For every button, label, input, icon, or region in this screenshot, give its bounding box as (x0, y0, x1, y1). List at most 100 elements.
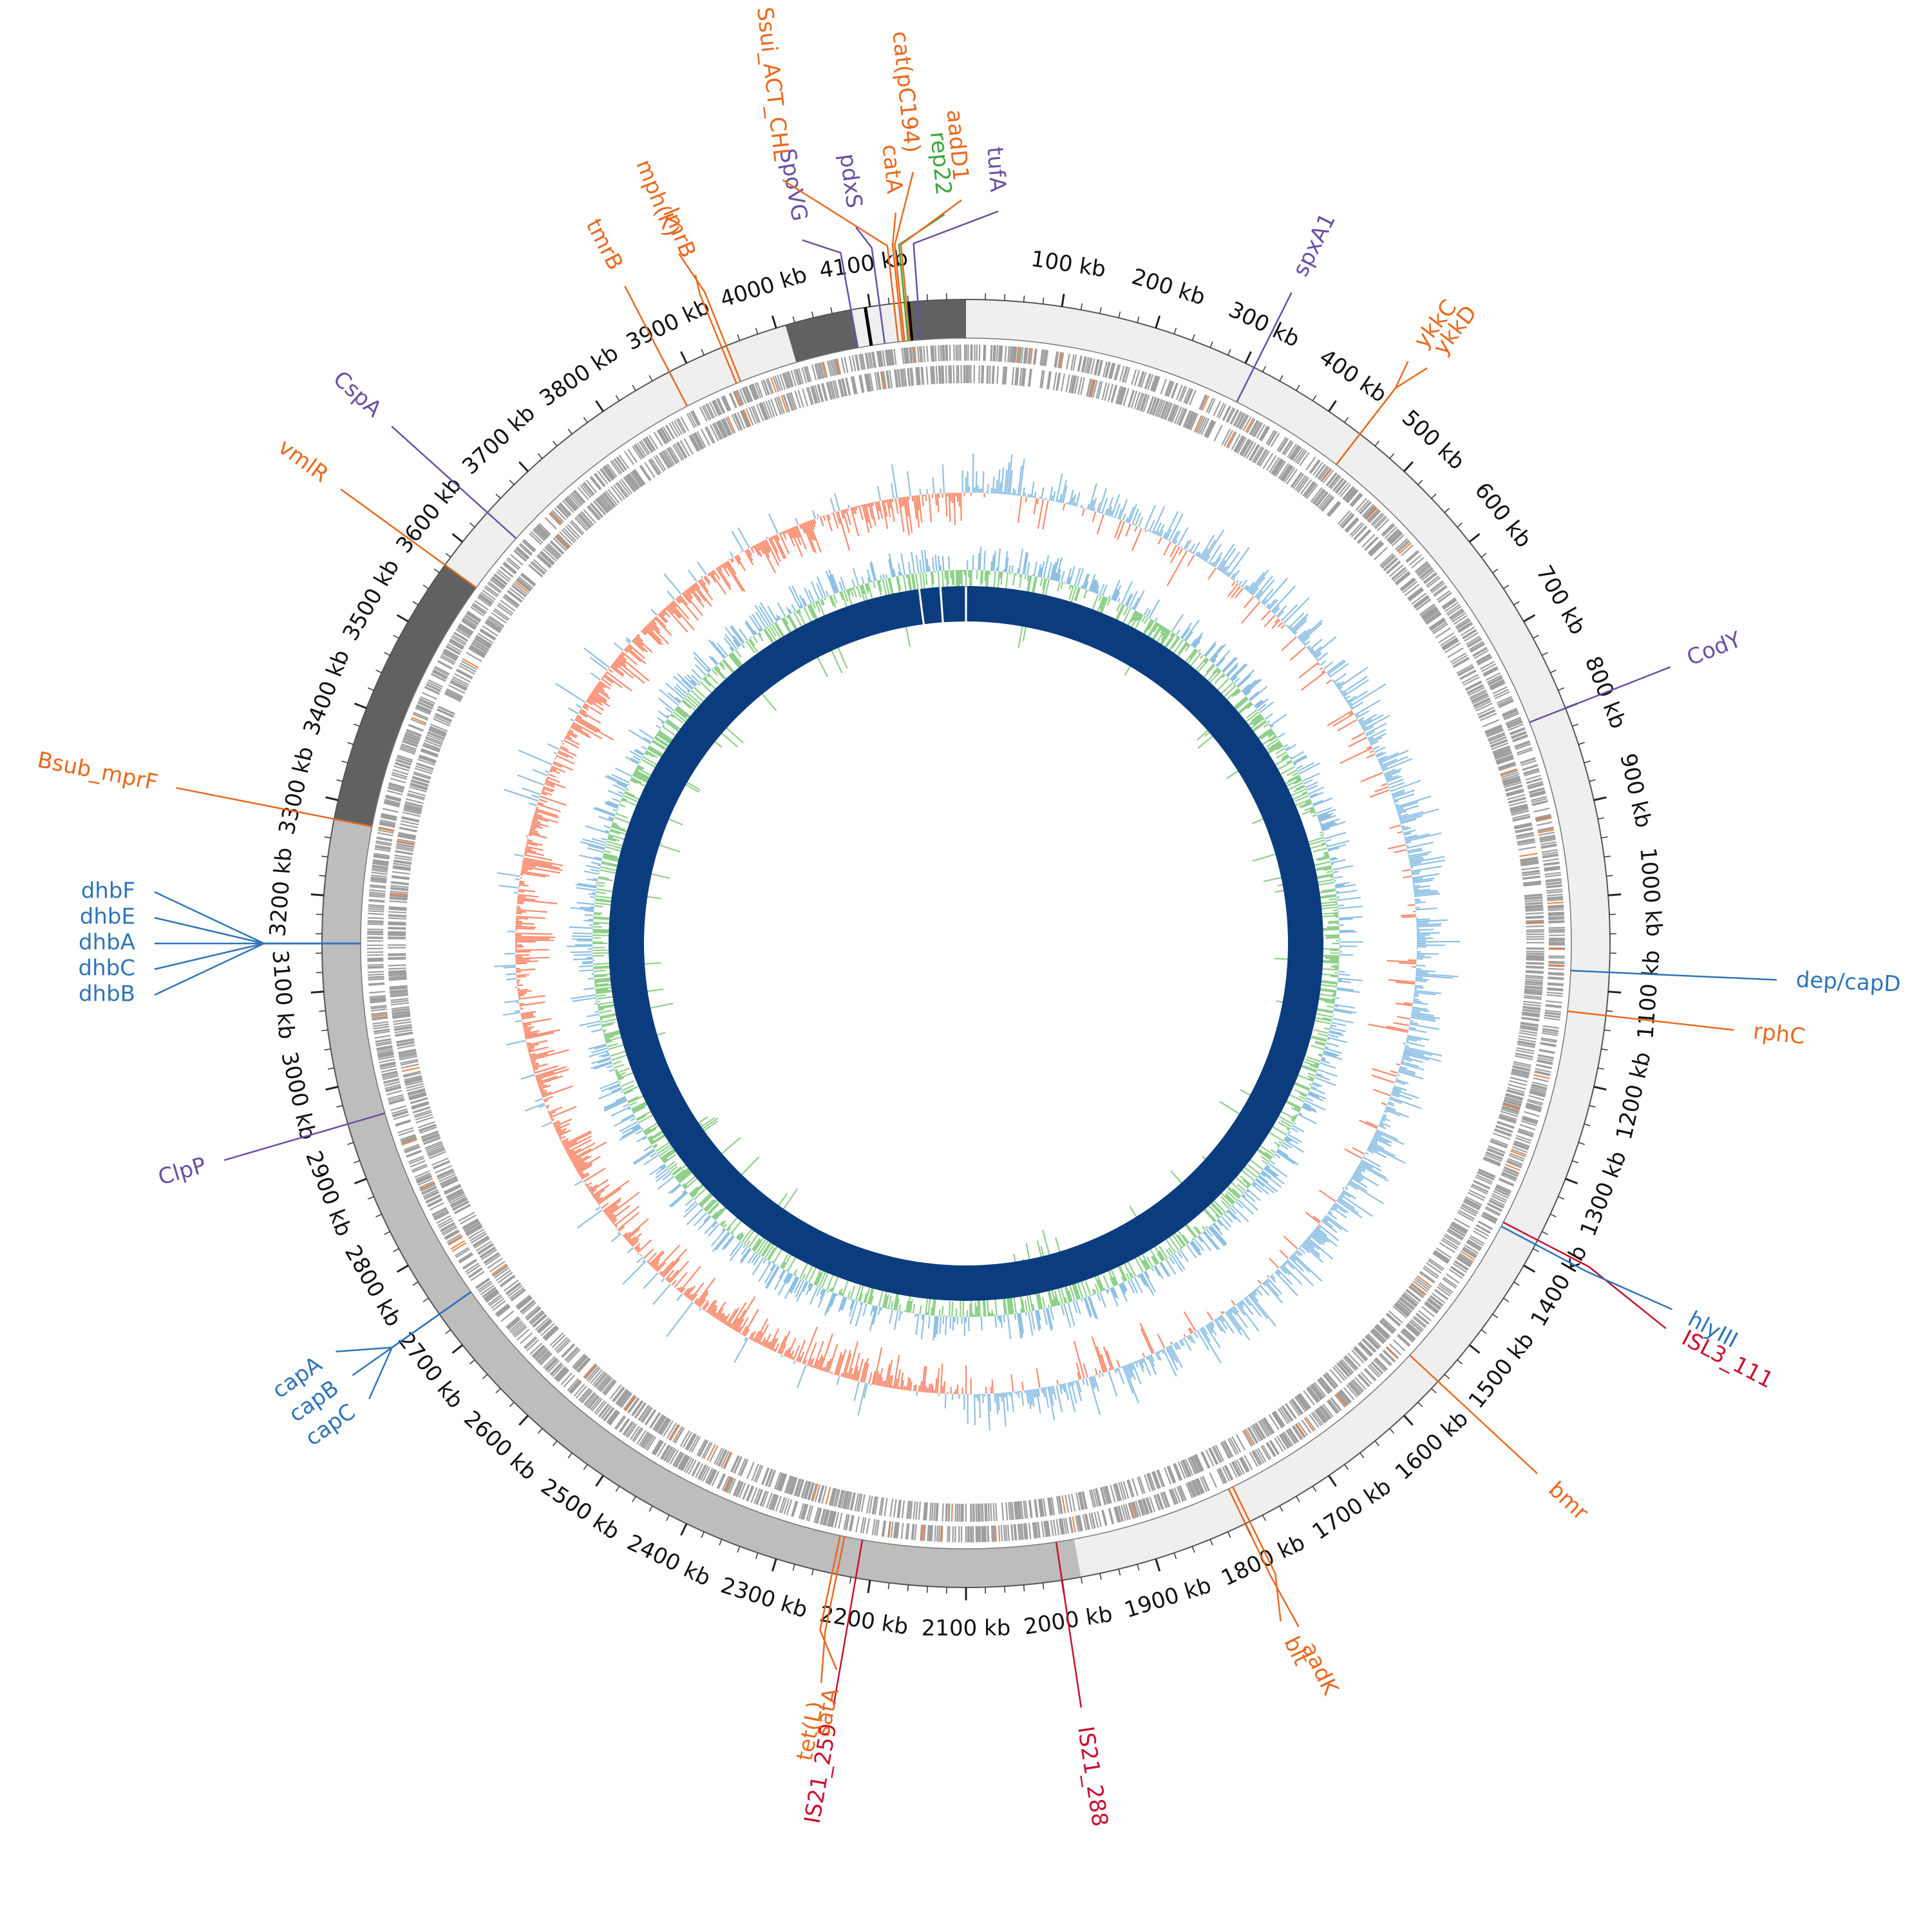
major-tick (595, 400, 604, 412)
gene-label-dhbf: dhbF (81, 878, 135, 904)
minor-tick (1173, 1553, 1177, 1560)
leader-line (154, 942, 361, 996)
backbone-boundary-mark (906, 301, 914, 341)
backbone-segment-dark (785, 310, 858, 363)
leader-line (855, 227, 886, 344)
gene-label-dhba: dhbA (79, 930, 135, 956)
minor-tick (907, 1584, 909, 1592)
minor-tick (336, 779, 343, 782)
minor-tick (537, 1428, 543, 1434)
core-genome-ring-segment (920, 587, 942, 625)
major-tick (451, 1344, 464, 1354)
minor-tick (1492, 569, 1499, 573)
minor-tick (445, 1329, 451, 1334)
minor-tick (1558, 1196, 1565, 1200)
minor-tick (1578, 742, 1585, 745)
gene-features (366, 344, 1566, 1543)
major-tick (1328, 400, 1337, 412)
major-tick (1155, 315, 1161, 328)
minor-tick (1262, 366, 1266, 372)
minor-tick (1431, 493, 1437, 499)
leader-line (802, 239, 859, 348)
gene-track (366, 344, 1566, 1543)
minor-tick (495, 1388, 501, 1394)
minor-tick (1374, 1440, 1380, 1446)
minor-tick (537, 453, 543, 459)
minor-tick (1589, 1104, 1596, 1108)
leader-line (1409, 1354, 1538, 1474)
minor-tick (719, 1539, 723, 1546)
minor-tick (367, 687, 374, 691)
leader-line (1502, 1221, 1667, 1329)
minor-tick (849, 1577, 852, 1584)
minor-tick (1227, 349, 1231, 355)
minor-tick (482, 1374, 488, 1379)
minor-tick (755, 327, 759, 334)
minor-tick (649, 1506, 653, 1512)
minor-tick (1444, 1374, 1450, 1379)
leader-line (1055, 1542, 1083, 1708)
minor-tick (583, 417, 588, 423)
leader-line (913, 210, 999, 340)
minor-tick (1604, 855, 1611, 858)
minor-tick (1080, 303, 1083, 310)
major-tick (1523, 1264, 1536, 1273)
minor-tick (353, 723, 360, 727)
gene-label-tufa: tufA (981, 146, 1010, 193)
gene-label-dhbb: dhbB (79, 981, 135, 1007)
minor-tick (353, 1160, 360, 1164)
minor-tick (1389, 453, 1395, 459)
minor-tick (1359, 1452, 1365, 1459)
major-tick (1328, 1475, 1337, 1487)
minor-tick (1227, 1531, 1231, 1538)
minor-tick (1572, 723, 1579, 727)
minor-tick (412, 601, 419, 605)
leader-line (391, 426, 517, 539)
minor-tick (887, 1582, 890, 1589)
minor-tick (1457, 1359, 1463, 1365)
minor-tick (422, 1298, 429, 1303)
minor-tick (1137, 1564, 1140, 1571)
backbone-boundary-mark (864, 307, 873, 346)
minor-tick (393, 634, 399, 639)
minor-tick (347, 1142, 354, 1145)
minor-tick (1601, 836, 1608, 838)
minor-tick (1584, 761, 1591, 764)
minor-tick (1137, 316, 1140, 323)
minor-tick (1312, 1486, 1317, 1492)
major-tick (1403, 1415, 1414, 1426)
minor-tick (615, 1486, 620, 1492)
minor-tick (1492, 1314, 1499, 1318)
minor-tick (1118, 311, 1121, 318)
minor-tick (1457, 522, 1463, 527)
minor-tick (1118, 1569, 1121, 1576)
minor-tick (375, 669, 382, 674)
minor-tick (1173, 327, 1177, 334)
major-tick (1565, 1177, 1578, 1185)
minor-tick (1584, 1123, 1591, 1126)
leader-line (833, 1539, 864, 1705)
major-tick (518, 461, 529, 472)
minor-tick (1542, 652, 1548, 656)
major-tick (680, 351, 688, 364)
minor-tick (1417, 1401, 1423, 1408)
leader-line (176, 787, 372, 828)
leader-line (340, 488, 477, 589)
minor-tick (1344, 1464, 1349, 1470)
major-tick (1468, 533, 1481, 543)
leader-line (782, 179, 899, 343)
leader-line (820, 1536, 846, 1683)
minor-tick (1513, 601, 1520, 605)
minor-tick (1444, 507, 1450, 513)
minor-tick (375, 1213, 382, 1218)
gc-skew-negative (515, 492, 1417, 1395)
minor-tick (737, 334, 741, 341)
gene-label-rep22: rep22 (925, 131, 956, 196)
minor-tick (552, 1440, 558, 1446)
gene-label-dhbe: dhbE (80, 904, 135, 930)
major-tick (1523, 614, 1536, 623)
leader-line (819, 1535, 841, 1671)
minor-tick (583, 1464, 588, 1470)
gc-skew-track (493, 454, 1461, 1430)
leader-line (368, 1291, 472, 1399)
